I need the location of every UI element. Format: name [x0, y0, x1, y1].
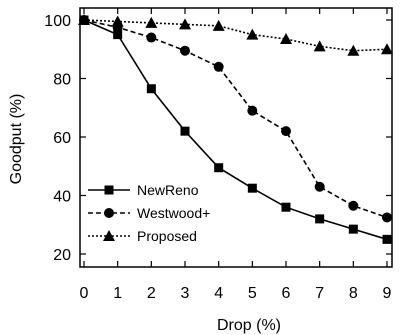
- legend-label: Proposed: [137, 228, 197, 244]
- plot-frame: [79, 7, 393, 268]
- legend: NewReno Westwood+ Proposed: [88, 182, 210, 244]
- legend-label: Westwood+: [137, 205, 210, 221]
- data-point: [180, 45, 190, 56]
- series-line: [83, 19, 388, 241]
- x-axis-label: Drop (%): [217, 317, 281, 334]
- data-point: [146, 84, 156, 94]
- data-point: [281, 126, 291, 137]
- x-tick-label: 8: [349, 285, 358, 302]
- data-point: [247, 183, 257, 193]
- data-point: [382, 234, 392, 244]
- data-point: [348, 224, 358, 234]
- data-point: [180, 126, 190, 136]
- x-tick-label: 9: [383, 285, 392, 302]
- series-newreno: [79, 15, 392, 244]
- legend-label: NewReno: [137, 182, 199, 198]
- data-point: [280, 33, 292, 45]
- x-tick-label: 7: [315, 285, 324, 302]
- data-point: [314, 181, 325, 192]
- series-line: [83, 19, 388, 52]
- data-point: [145, 16, 158, 28]
- data-point: [113, 30, 123, 40]
- y-tick-label: 80: [53, 72, 71, 89]
- data-point: [213, 61, 224, 72]
- data-point: [146, 32, 157, 43]
- data-point: [381, 43, 393, 55]
- series-line: [83, 19, 388, 219]
- y-tick-label: 100: [44, 13, 71, 30]
- y-tick-label: 60: [53, 130, 71, 147]
- data-point: [179, 18, 191, 30]
- data-point: [348, 200, 359, 211]
- data-point: [382, 212, 392, 223]
- x-tick-label: 0: [80, 285, 89, 302]
- data-point: [313, 40, 326, 52]
- series-westwood-: [79, 15, 392, 223]
- x-tick-label: 1: [113, 285, 122, 302]
- data-point: [347, 44, 360, 56]
- x-tick-label: 6: [282, 285, 291, 302]
- legend-marker: [104, 185, 114, 195]
- data-point: [212, 19, 225, 31]
- x-tick-label: 2: [147, 285, 156, 302]
- data-point: [246, 28, 259, 40]
- data-point: [78, 14, 90, 25]
- x-tick-label: 5: [248, 285, 257, 302]
- series-proposed: [78, 14, 393, 56]
- legend-marker: [104, 208, 114, 218]
- data-point: [214, 163, 224, 173]
- legend-marker: [103, 230, 115, 241]
- y-axis-label: Goodput (%): [8, 94, 25, 185]
- y-tick-label: 20: [53, 247, 71, 264]
- y-tick-label: 40: [53, 189, 71, 206]
- data-point: [247, 105, 258, 116]
- x-tick-label: 3: [181, 285, 190, 302]
- data-point: [281, 202, 291, 212]
- x-tick-label: 4: [214, 285, 223, 302]
- data-point: [315, 214, 325, 224]
- data-point: [111, 15, 124, 27]
